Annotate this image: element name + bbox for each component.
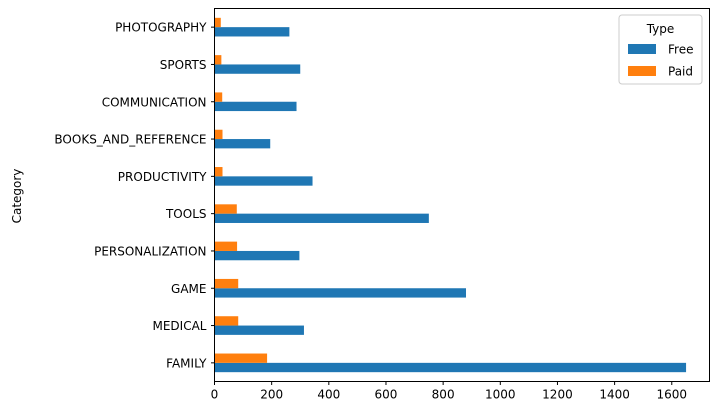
x-axis: 0 200 400 600 800 1000 1200 1400 1600	[211, 381, 688, 402]
y-tick-label: MEDICAL	[153, 319, 207, 333]
bar-paid-communication	[214, 92, 223, 102]
bars-group	[214, 17, 687, 373]
legend-swatch-paid	[628, 66, 656, 76]
y-tick-label: FAMILY	[166, 356, 207, 370]
legend-label-paid: Paid	[668, 65, 693, 79]
x-tick-label: 1600	[657, 388, 688, 402]
bar-paid-productivity	[214, 167, 223, 177]
y-axis-title: Category	[10, 169, 24, 224]
bar-paid-photography	[214, 17, 221, 28]
bar-paid-tools	[214, 204, 237, 214]
legend-swatch-free	[628, 44, 656, 54]
y-tick-label: PRODUCTIVITY	[118, 170, 207, 184]
bar-free-medical	[214, 325, 304, 335]
y-axis: FAMILY MEDICAL GAME PERSONALIZATION TOOLS PRO…	[54, 21, 215, 370]
plot-frame	[214, 8, 710, 382]
bar-paid-medical	[214, 316, 239, 326]
x-tick-label: 400	[317, 388, 340, 402]
x-tick-label: 1000	[485, 388, 516, 402]
legend-title: Type	[646, 22, 675, 36]
bar-paid-game	[214, 278, 239, 289]
y-tick-label: GAME	[171, 282, 206, 296]
bar-paid-family	[214, 353, 268, 363]
bar-free-productivity	[214, 176, 313, 186]
y-tick-label: PHOTOGRAPHY	[115, 21, 207, 35]
bar-paid-books_and_reference	[214, 129, 223, 140]
x-tick-label: 200	[260, 388, 283, 402]
bar-paid-sports	[214, 55, 222, 65]
legend-label-free: Free	[668, 43, 693, 57]
bar-free-sports	[214, 64, 301, 74]
y-tick-label: PERSONALIZATION	[94, 244, 206, 258]
x-tick-label: 1200	[542, 388, 573, 402]
y-tick-label: BOOKS_AND_REFERENCE	[54, 133, 206, 147]
bar-free-photography	[214, 27, 290, 37]
y-tick-label: SPORTS	[160, 58, 207, 72]
bar-free-game	[214, 288, 467, 298]
bar-free-tools	[214, 213, 429, 223]
bar-free-communication	[214, 101, 297, 112]
legend: Type Free Paid	[618, 14, 703, 85]
bar-free-personalization	[214, 250, 300, 261]
plot-area	[214, 8, 710, 382]
bar-free-books_and_reference	[214, 139, 271, 149]
y-tick-label: COMMUNICATION	[102, 95, 207, 109]
x-tick-label: 0	[211, 388, 219, 402]
x-tick-label: 600	[375, 388, 398, 402]
y-tick-label: TOOLS	[165, 207, 207, 221]
bar-free-family	[214, 362, 687, 373]
x-tick-label: 800	[432, 388, 455, 402]
x-tick-label: 1400	[599, 388, 630, 402]
bar-paid-personalization	[214, 241, 238, 251]
